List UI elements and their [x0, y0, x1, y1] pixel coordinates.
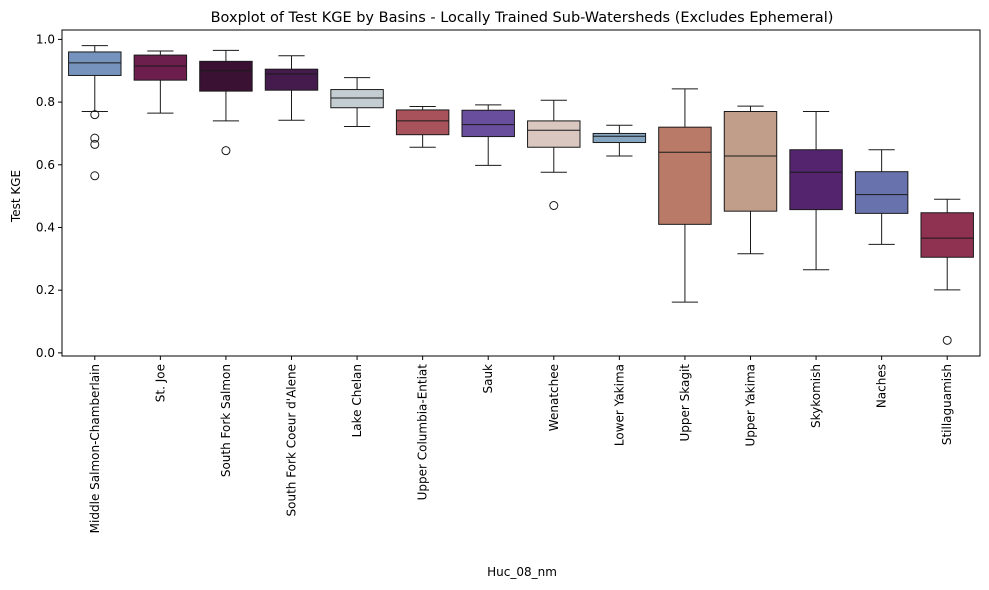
- y-tick-label: 1.0: [36, 32, 55, 46]
- outlier-point: [90, 133, 100, 143]
- y-tick-label: 0.8: [36, 95, 55, 109]
- chart-title: Boxplot of Test KGE by Basins - Locally …: [211, 10, 834, 26]
- outlier-point: [549, 201, 559, 211]
- box-2: [133, 54, 188, 81]
- x-tick-label: South Fork Salmon: [219, 364, 233, 477]
- axes-frame: [61, 29, 981, 357]
- x-tick-label: St. Joe: [153, 364, 167, 402]
- x-tick-label: Lake Chelan: [350, 364, 364, 437]
- box-3: [199, 60, 253, 92]
- y-tick-label: 0.4: [36, 220, 55, 234]
- y-tick-label: 0.0: [36, 346, 55, 360]
- outlier-point: [90, 110, 100, 120]
- box-14: [920, 212, 974, 258]
- box-13: [854, 171, 909, 214]
- box-12: [789, 149, 843, 211]
- box-9: [592, 132, 647, 144]
- x-axis-label: Huc_08_nm: [487, 565, 557, 579]
- x-tick-label: Sauk: [481, 364, 495, 394]
- x-tick-label: South Fork Coeur d'Alene: [285, 364, 299, 517]
- x-tick-label: Lower Yakima: [612, 364, 626, 446]
- outlier-point: [90, 171, 100, 181]
- outlier-point: [942, 335, 952, 345]
- x-tick-label: Stillaguamish: [940, 364, 954, 445]
- box-8: [527, 120, 581, 148]
- box-6: [395, 109, 450, 136]
- plot-area: 0.0 0.2 0.4 0.6 0.8 1.0 Middle Salmon-Chamberl…: [36, 29, 981, 533]
- outlier-point: [221, 146, 231, 156]
- box-5: [330, 89, 384, 109]
- y-axis-label: Test KGE: [9, 170, 23, 223]
- y-tick-label: 0.2: [36, 283, 55, 297]
- y-tick-label: 0.6: [36, 158, 55, 172]
- x-tick-label: Skykomish: [809, 364, 823, 428]
- box-7: [461, 109, 515, 138]
- outlier-point: [90, 139, 100, 149]
- box-10: [658, 126, 712, 225]
- x-tick-label: Naches: [875, 364, 889, 408]
- x-tick-label: Upper Skagit: [678, 364, 692, 442]
- box-4: [264, 68, 319, 91]
- x-tick-label: Upper Columbia-Entiat: [416, 364, 430, 501]
- x-tick-label: Upper Yakima: [744, 364, 758, 447]
- x-tick-label: Middle Salmon-Chamberlain: [88, 364, 102, 533]
- box-11: [723, 111, 778, 212]
- box-1: [68, 51, 122, 76]
- x-tick-label: Wenatchee: [547, 364, 561, 431]
